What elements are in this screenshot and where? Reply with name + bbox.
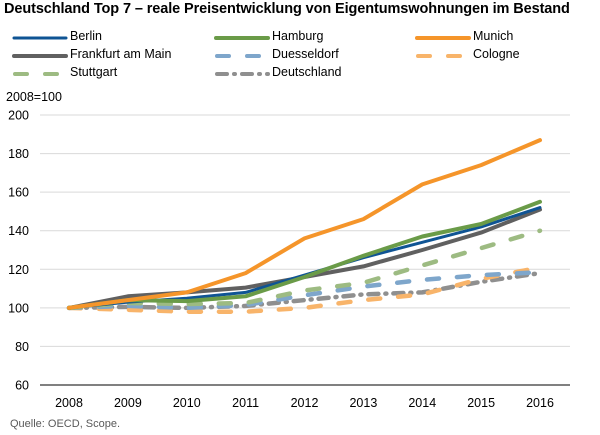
legend: Berlin Hamburg Munich Frankfurt am Main …	[0, 29, 600, 83]
legend-label-deutschland: Deutschland	[272, 65, 342, 79]
x-tick-label: 2009	[114, 396, 142, 410]
source-note: Quelle: OECD, Scope.	[10, 418, 121, 430]
legend-swatch-berlin	[12, 36, 68, 40]
legend-swatch-munich	[415, 36, 471, 40]
y-tick-label: 80	[15, 340, 29, 354]
x-tick-label: 2011	[232, 396, 259, 410]
y-axis-unit-label: 2008=100	[6, 90, 62, 104]
series-line-stuttgart	[66, 228, 543, 311]
legend-swatch-hamburg	[214, 36, 270, 40]
legend-label-munich: Munich	[473, 29, 514, 43]
series-line-cologne	[66, 265, 543, 314]
series-line-hamburg	[67, 199, 542, 310]
y-tick-label: 200	[8, 109, 29, 123]
series-line-berlin	[67, 206, 542, 310]
x-tick-label: 2014	[408, 396, 436, 410]
x-tick-label: 2012	[291, 396, 319, 410]
x-tick-label: 2008	[55, 396, 83, 410]
series-line-duesseldorf	[66, 269, 543, 311]
legend-label-duesseldorf: Duesseldorf	[272, 47, 339, 61]
y-tick-label: 60	[15, 379, 29, 393]
x-tick-label: 2010	[173, 396, 201, 410]
y-tick-label: 160	[8, 186, 29, 200]
chart-title: Deutschland Top 7 – reale Preisentwicklu…	[4, 1, 570, 17]
x-tick-label: 2013	[349, 396, 377, 410]
legend-swatch-deutschland	[215, 72, 270, 76]
series-line-munich	[67, 138, 542, 310]
y-tick-label: 140	[8, 224, 29, 238]
legend-label-hamburg: Hamburg	[272, 29, 324, 43]
legend-label-berlin: Berlin	[70, 29, 102, 43]
legend-swatch-cologne	[416, 54, 471, 58]
legend-label-frankfurt: Frankfurt am Main	[70, 47, 172, 61]
legend-swatch-stuttgart	[13, 72, 68, 76]
x-tick-label: 2016	[526, 396, 554, 410]
series-line-frankfurt-am-main	[67, 207, 542, 310]
legend-swatch-frankfurt	[12, 54, 68, 58]
legend-swatch-duesseldorf	[215, 54, 270, 58]
legend-label-cologne: Cologne	[473, 47, 520, 61]
legend-label-stuttgart: Stuttgart	[70, 65, 118, 79]
y-tick-label: 180	[8, 147, 29, 161]
x-tick-label: 2015	[467, 396, 495, 410]
y-tick-label: 120	[8, 263, 29, 277]
y-tick-label: 100	[8, 301, 29, 315]
